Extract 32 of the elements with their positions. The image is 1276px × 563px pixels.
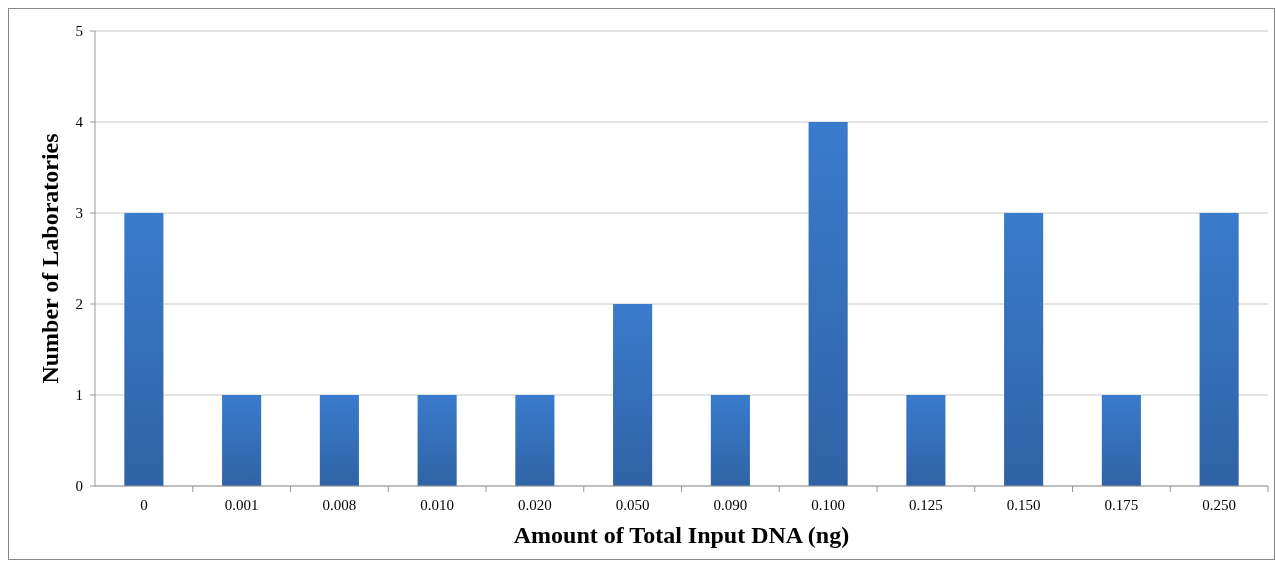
x-tick-label: 0.175 [1104, 497, 1139, 513]
bar [613, 304, 653, 486]
x-tick-label: 0.125 [909, 497, 943, 513]
bar [1004, 213, 1044, 486]
bar [1101, 395, 1141, 486]
bar [906, 395, 946, 486]
bar [124, 213, 164, 486]
x-tick-label: 0 [140, 497, 148, 513]
bar [222, 395, 262, 486]
y-tick-label: 3 [75, 205, 83, 222]
bar [319, 395, 359, 486]
y-tick-label: 4 [75, 114, 84, 131]
x-axis-title: Amount of Total Input DNA (ng) [513, 522, 850, 548]
x-tick-label: 0.090 [713, 497, 748, 513]
x-tick-label: 0.050 [615, 497, 650, 513]
y-axis-title: Number of Laboratories [37, 133, 63, 384]
y-tick-label: 5 [75, 23, 83, 40]
bar [1199, 213, 1239, 486]
y-tick-label: 2 [75, 296, 83, 313]
bar [515, 395, 555, 486]
x-tick-label: 0.008 [322, 497, 357, 513]
x-tick-label: 0.020 [518, 497, 552, 513]
y-tick-label: 0 [75, 478, 83, 495]
bar [710, 395, 750, 486]
y-tick-label: 1 [75, 387, 83, 404]
x-tick-label: 0.001 [224, 497, 259, 513]
x-tick-label: 0.150 [1006, 497, 1041, 513]
x-tick-label: 0.010 [420, 497, 454, 513]
x-tick-label: 0.100 [811, 497, 845, 513]
bar [417, 395, 457, 486]
bar [808, 122, 848, 486]
x-tick-label: 0.250 [1202, 497, 1236, 513]
